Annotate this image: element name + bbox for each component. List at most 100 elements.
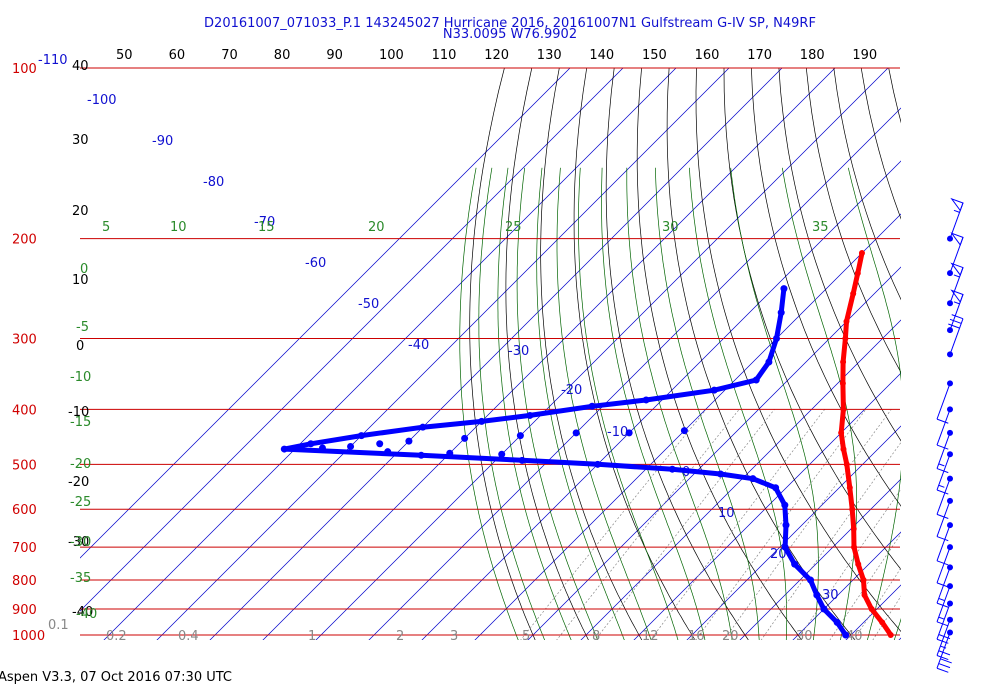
- isotherm-line: [898, 637, 901, 640]
- dry-adiabat-line: [666, 68, 856, 640]
- isotherm-label: -50: [358, 297, 379, 312]
- moist-adiabat-label: -40: [76, 607, 97, 622]
- dry-adiabat-label: 10: [72, 273, 89, 288]
- dewpoint-point: [781, 543, 789, 551]
- mixing-ratio-label: 16: [688, 629, 705, 644]
- mixing-ratio-line: [556, 409, 740, 640]
- dry-adiabat-line: [695, 68, 901, 633]
- moist-adiabat-label: -25: [70, 495, 91, 510]
- dewpoint-point: [791, 560, 799, 568]
- wind-barb-staff: [936, 567, 951, 604]
- wind-barb-flag: [936, 444, 949, 450]
- wind-barb-flag: [936, 418, 949, 424]
- pressure-label: 300: [12, 333, 37, 348]
- pressure-label: 100: [12, 62, 37, 77]
- moist-adiabat-line: [497, 167, 572, 640]
- mixing-ratio-label: 0.1: [48, 618, 69, 633]
- moist-adiabat-label: 35: [812, 220, 829, 235]
- dry-adiabat-label: -20: [68, 475, 89, 490]
- mixing-ratio-line: [723, 409, 892, 640]
- pressure-label: 400: [12, 403, 37, 418]
- wind-barb-flag: [938, 650, 951, 656]
- isolated-point: [926, 210, 932, 216]
- isotherm-line: [792, 531, 901, 640]
- temperature-point: [854, 270, 861, 277]
- top-temp-label: 80: [274, 48, 291, 63]
- wind-barb: [947, 262, 964, 307]
- mixing-ratio-label: 20: [722, 629, 739, 644]
- top-temp-label: 110: [432, 48, 457, 63]
- dewpoint-point: [749, 475, 757, 483]
- dewpoint-point: [833, 618, 841, 626]
- dry-adiabat-line: [573, 68, 696, 640]
- wind-barb-flag: [936, 667, 949, 673]
- top-temp-label: 190: [852, 48, 877, 63]
- dewpoint-point: [594, 460, 602, 468]
- wind-barb-staff: [936, 478, 951, 515]
- dry-adiabat-line: [833, 68, 901, 301]
- pressure-label: 800: [12, 574, 37, 589]
- wind-barb-staff: [936, 500, 951, 537]
- top-temp-label: 120: [484, 48, 509, 63]
- wind-barb: [936, 406, 953, 450]
- wind-barb-staff: [936, 546, 951, 584]
- isotherm-label: -20: [561, 383, 582, 398]
- wind-barb-staff: [949, 318, 964, 355]
- wind-barb-half-flag: [953, 274, 960, 278]
- dry-adiabat-line: [964, 42, 1000, 647]
- dewpoint-scatter-point: [498, 450, 506, 458]
- mixing-ratio-label: 1: [308, 629, 316, 644]
- mixing-ratio-label: 0.4: [178, 629, 199, 644]
- top-temp-label: 140: [589, 48, 614, 63]
- dewpoint-point: [588, 402, 596, 410]
- moist-adiabat-label: -10: [70, 370, 91, 385]
- dewpoint-point: [668, 465, 676, 473]
- dewpoint-scatter-point: [347, 442, 355, 450]
- temperature-point: [840, 406, 847, 413]
- dewpoint-point: [642, 396, 650, 404]
- wind-barb-flag: [936, 536, 949, 542]
- wind-barb-flag: [936, 655, 949, 661]
- mixing-ratio-line: [796, 488, 901, 640]
- isotherm-label: -60: [305, 256, 326, 271]
- dry-adiabat-label: 30: [72, 133, 89, 148]
- isotherm-label: -10: [607, 425, 628, 440]
- isotherm-label: -70: [254, 215, 275, 230]
- mixing-ratio-line: [829, 533, 901, 640]
- temperature-point: [887, 632, 894, 638]
- moist-adiabat-label: -20: [70, 457, 91, 472]
- isotherm-label: -90: [152, 134, 173, 149]
- isotherm-line: [80, 68, 624, 612]
- moist-adiabat-line: [601, 167, 706, 640]
- mixing-ratio-line: [760, 441, 901, 640]
- dewpoint-point: [280, 445, 288, 453]
- moist-adiabat-line: [626, 167, 733, 640]
- mixing-ratio-line: [650, 409, 825, 640]
- dewpoint-point: [357, 432, 365, 440]
- wind-barb-flag: [936, 513, 949, 519]
- isotherm-line: [209, 68, 783, 640]
- wind-barb-half-flag: [938, 597, 945, 601]
- dewpoint-point: [782, 521, 790, 529]
- moist-adiabat-label: 25: [505, 220, 522, 235]
- dry-adiabat-line: [888, 68, 901, 124]
- moist-adiabat-label: 20: [368, 220, 385, 235]
- wind-barb: [936, 522, 953, 566]
- moist-adiabat-label: 15: [258, 220, 275, 235]
- isotherm-line: [103, 68, 677, 640]
- moist-adiabat-line: [919, 168, 1000, 647]
- wind-barb: [936, 629, 953, 673]
- isotherm-line: [527, 266, 901, 640]
- dry-adiabat-label: 0: [76, 339, 84, 354]
- isotherm-line: [368, 107, 901, 640]
- wind-barb: [936, 475, 953, 519]
- dewpoint-scatter-point: [446, 449, 454, 457]
- wind-barb-staff: [936, 603, 951, 640]
- dewpoint-point: [518, 456, 526, 464]
- dewpoint-scatter-point: [384, 448, 392, 456]
- dewpoint-point: [526, 411, 534, 419]
- dewpoint-point: [478, 417, 486, 425]
- dewpoint-point: [820, 605, 828, 613]
- mixing-ratio-label: 0.2: [106, 629, 127, 644]
